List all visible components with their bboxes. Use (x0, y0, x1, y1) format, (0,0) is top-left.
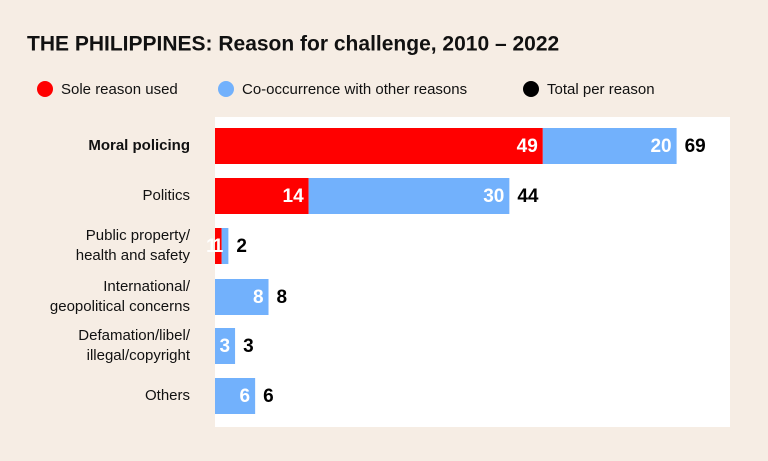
value-label: 49 (517, 136, 538, 157)
total-label: 44 (517, 186, 539, 207)
legend-marker (218, 81, 234, 97)
category-label: Public property/health and safety (76, 227, 191, 264)
chart-title: THE PHILIPPINES: Reason for challenge, 2… (27, 33, 559, 56)
category-label: Defamation/libel/illegal/copyright (78, 327, 191, 364)
legend-label: Sole reason used (61, 81, 178, 98)
category-label: Others (145, 387, 190, 404)
bar (215, 378, 256, 414)
total-label: 8 (277, 287, 288, 308)
value-label: 8 (253, 287, 264, 308)
total-label: 69 (685, 136, 706, 157)
legend-marker (523, 81, 539, 97)
bar (308, 178, 510, 214)
category-label: Moral policing (88, 137, 190, 154)
total-label: 2 (236, 236, 247, 257)
value-label: 6 (240, 386, 251, 407)
bar (215, 228, 222, 264)
bar (542, 128, 677, 164)
bar (215, 328, 236, 364)
bar (215, 178, 309, 214)
value-label: 14 (283, 186, 305, 207)
value-label: 30 (483, 186, 504, 207)
category-label: Politics (142, 187, 190, 204)
value-label: 1 (213, 236, 224, 257)
bar (221, 228, 229, 264)
legend-label: Total per reason (547, 81, 655, 98)
total-label: 6 (263, 386, 274, 407)
legend-label: Co-occurrence with other reasons (242, 81, 467, 98)
value-label: 20 (650, 136, 671, 157)
value-label: 3 (219, 336, 230, 357)
plot-area (215, 117, 730, 427)
value-label: 1 (206, 236, 217, 257)
category-label: International/geopolitical concerns (50, 278, 191, 315)
bar (215, 279, 269, 315)
legend-marker (37, 81, 53, 97)
bar (215, 128, 543, 164)
total-label: 3 (243, 336, 254, 357)
